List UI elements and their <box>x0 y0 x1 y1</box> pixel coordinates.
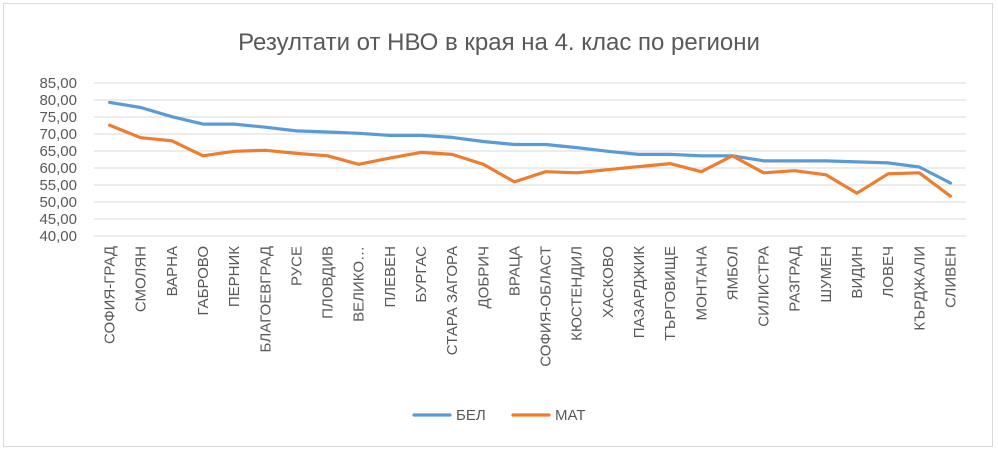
series-lines <box>107 100 953 198</box>
y-tick-label: 60,00 <box>39 160 77 177</box>
x-tick-label: ШУМЕН <box>818 246 835 303</box>
gridlines <box>94 82 966 237</box>
y-axis-tick-labels: 40,0045,0050,0055,0060,0065,0070,0075,00… <box>39 75 77 245</box>
y-tick-label: 65,00 <box>39 143 77 160</box>
y-tick-label: 80,00 <box>39 92 77 109</box>
legend-label: БЕЛ <box>456 407 486 424</box>
x-tick-label: ВИДИН <box>849 246 866 299</box>
x-tick-label: ВЕЛИКО… <box>351 246 368 322</box>
x-tick-label: СЛИВЕН <box>942 246 959 308</box>
x-tick-label: КЪРДЖАЛИ <box>911 246 928 331</box>
x-tick-label: ХАСКОВО <box>600 246 617 318</box>
x-tick-label: ПЕРНИК <box>226 246 243 307</box>
x-tick-label: СМОЛЯН <box>133 246 150 312</box>
x-tick-label: ГАБРОВО <box>195 246 212 316</box>
x-tick-label: БЛАГОЕВГРАД <box>257 246 274 352</box>
x-tick-label: БУРГАС <box>413 246 430 303</box>
y-tick-label: 75,00 <box>39 109 77 126</box>
chart-title: Резултати от НВО в края на 4. клас по ре… <box>238 29 760 56</box>
x-tick-label: СОФИЯ-ГРАД <box>102 246 119 344</box>
y-tick-label: 45,00 <box>39 211 77 228</box>
y-tick-label: 70,00 <box>39 126 77 143</box>
x-tick-label: ДОБРИЧ <box>475 246 492 308</box>
series-line-МАТ <box>107 123 953 198</box>
x-axis-tick-labels: СОФИЯ-ГРАД СМОЛЯН ВАРНА ГАБРОВО ПЕРНИК БЛАГОЕ… <box>102 246 960 367</box>
legend: БЕЛ МАТ <box>412 407 586 424</box>
x-tick-label: ЛОВЕЧ <box>880 246 897 298</box>
y-tick-label: 40,00 <box>39 228 77 245</box>
x-tick-label: РУСЕ <box>288 246 305 286</box>
y-tick-label: 50,00 <box>39 194 77 211</box>
x-tick-label: ВАРНА <box>164 246 181 296</box>
x-tick-label: СТАРА ЗАГОРА <box>444 246 461 355</box>
line-chart: Резултати от НВО в края на 4. клас по ре… <box>39 29 966 424</box>
x-tick-label: СОФИЯ-ОБЛАСТ <box>538 246 555 367</box>
x-tick-label: СИЛИСТРА <box>756 246 773 327</box>
x-tick-label: ПАЗАРДЖИК <box>631 246 648 338</box>
x-tick-label: РАЗГРАД <box>787 246 804 312</box>
y-tick-label: 55,00 <box>39 177 77 194</box>
legend-label: МАТ <box>555 407 586 424</box>
x-tick-label: ПЛЕВЕН <box>382 246 399 307</box>
y-tick-label: 85,00 <box>39 75 77 92</box>
chart-frame: Резултати от НВО в края на 4. клас по ре… <box>3 3 993 447</box>
x-tick-label: МОНТАНА <box>693 246 710 321</box>
x-tick-label: ЯМБОЛ <box>724 246 741 300</box>
series-line-БЕЛ <box>107 100 953 185</box>
x-tick-label: КЮСТЕНДИЛ <box>569 246 586 341</box>
x-tick-label: ТЪРГОВИЩЕ <box>662 246 679 341</box>
x-tick-label: ПЛОВДИВ <box>320 246 337 319</box>
x-tick-label: ВРАЦА <box>506 246 523 296</box>
